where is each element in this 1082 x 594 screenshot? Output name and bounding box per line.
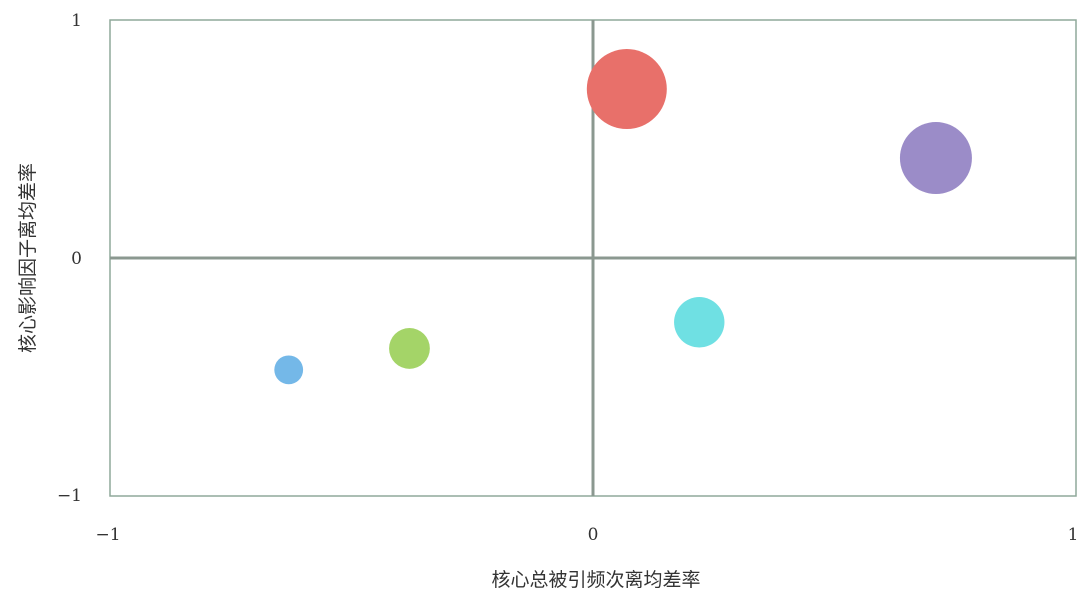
bubble-1 — [586, 49, 667, 130]
bubble-5 — [274, 355, 304, 385]
bubble-2 — [899, 122, 972, 195]
bubble-layer — [274, 49, 972, 385]
y-tick-label-bottom: −1 — [57, 486, 82, 506]
x-tick-label-middle: 0 — [588, 525, 599, 545]
x-axis-title: 核心总被引频次离均差率 — [491, 569, 700, 591]
x-tick-label-left: −1 — [95, 525, 120, 545]
y-axis-title: 核心影响因子离均差率 — [17, 163, 39, 353]
bubble-4 — [389, 328, 430, 369]
y-tick-label-top: 1 — [71, 11, 82, 31]
x-tick-label-right: 1 — [1068, 525, 1079, 545]
bubble-3 — [674, 297, 725, 348]
y-tick-label-middle: 0 — [71, 249, 82, 269]
